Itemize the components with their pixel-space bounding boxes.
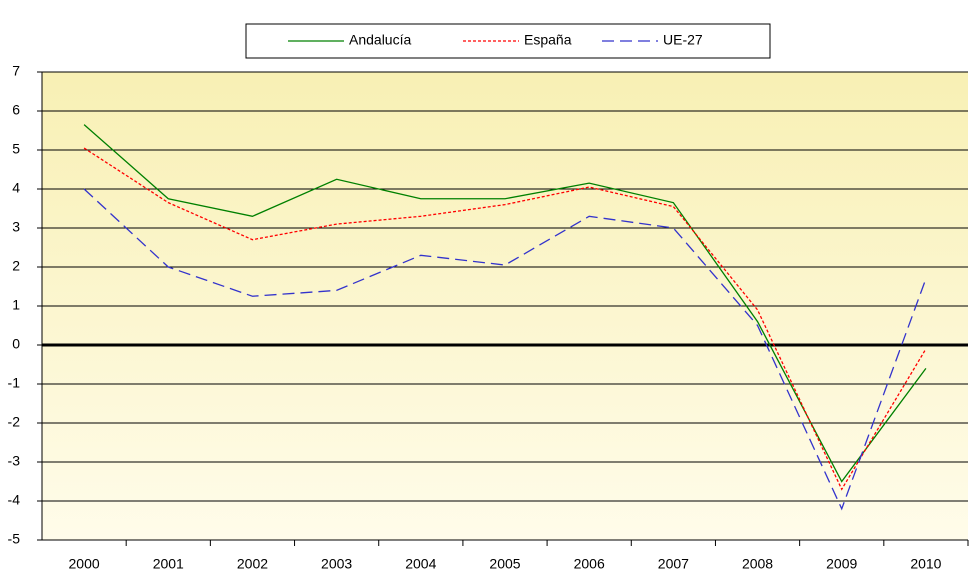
line-series [83, 147, 927, 491]
x-tick-label: 2007 [658, 556, 689, 572]
y-tick-label: -3 [8, 453, 21, 469]
y-tick-label: 0 [12, 336, 20, 352]
x-tick-label: 2004 [405, 556, 436, 572]
x-tick-label: 2009 [826, 556, 857, 572]
y-tick-label: -1 [8, 375, 21, 391]
legend-label: UE-27 [663, 32, 703, 48]
x-tick-label: 2002 [237, 556, 268, 572]
x-tick-label: 2010 [910, 556, 941, 572]
y-tick-label: 4 [12, 180, 20, 196]
x-tick-label: 2000 [69, 556, 100, 572]
y-tick-label: 3 [12, 219, 20, 235]
line-series [83, 124, 927, 483]
x-tick-label: 2006 [574, 556, 605, 572]
y-tick-label: 6 [12, 102, 20, 118]
legend-label: Andalucía [349, 32, 411, 48]
y-tick-label: -5 [8, 531, 21, 547]
x-tick-label: 2005 [489, 556, 520, 572]
y-tick-label: 1 [12, 297, 20, 313]
y-tick-label: 2 [12, 258, 20, 274]
x-tick-label: 2001 [153, 556, 184, 572]
y-tick-label: -4 [8, 492, 21, 508]
legend-label: España [524, 32, 572, 48]
y-tick-label: 5 [12, 141, 20, 157]
x-tick-label: 2003 [321, 556, 352, 572]
y-tick-label: 7 [12, 63, 20, 79]
y-tick-label: -2 [8, 414, 21, 430]
x-tick-label: 2008 [742, 556, 773, 572]
